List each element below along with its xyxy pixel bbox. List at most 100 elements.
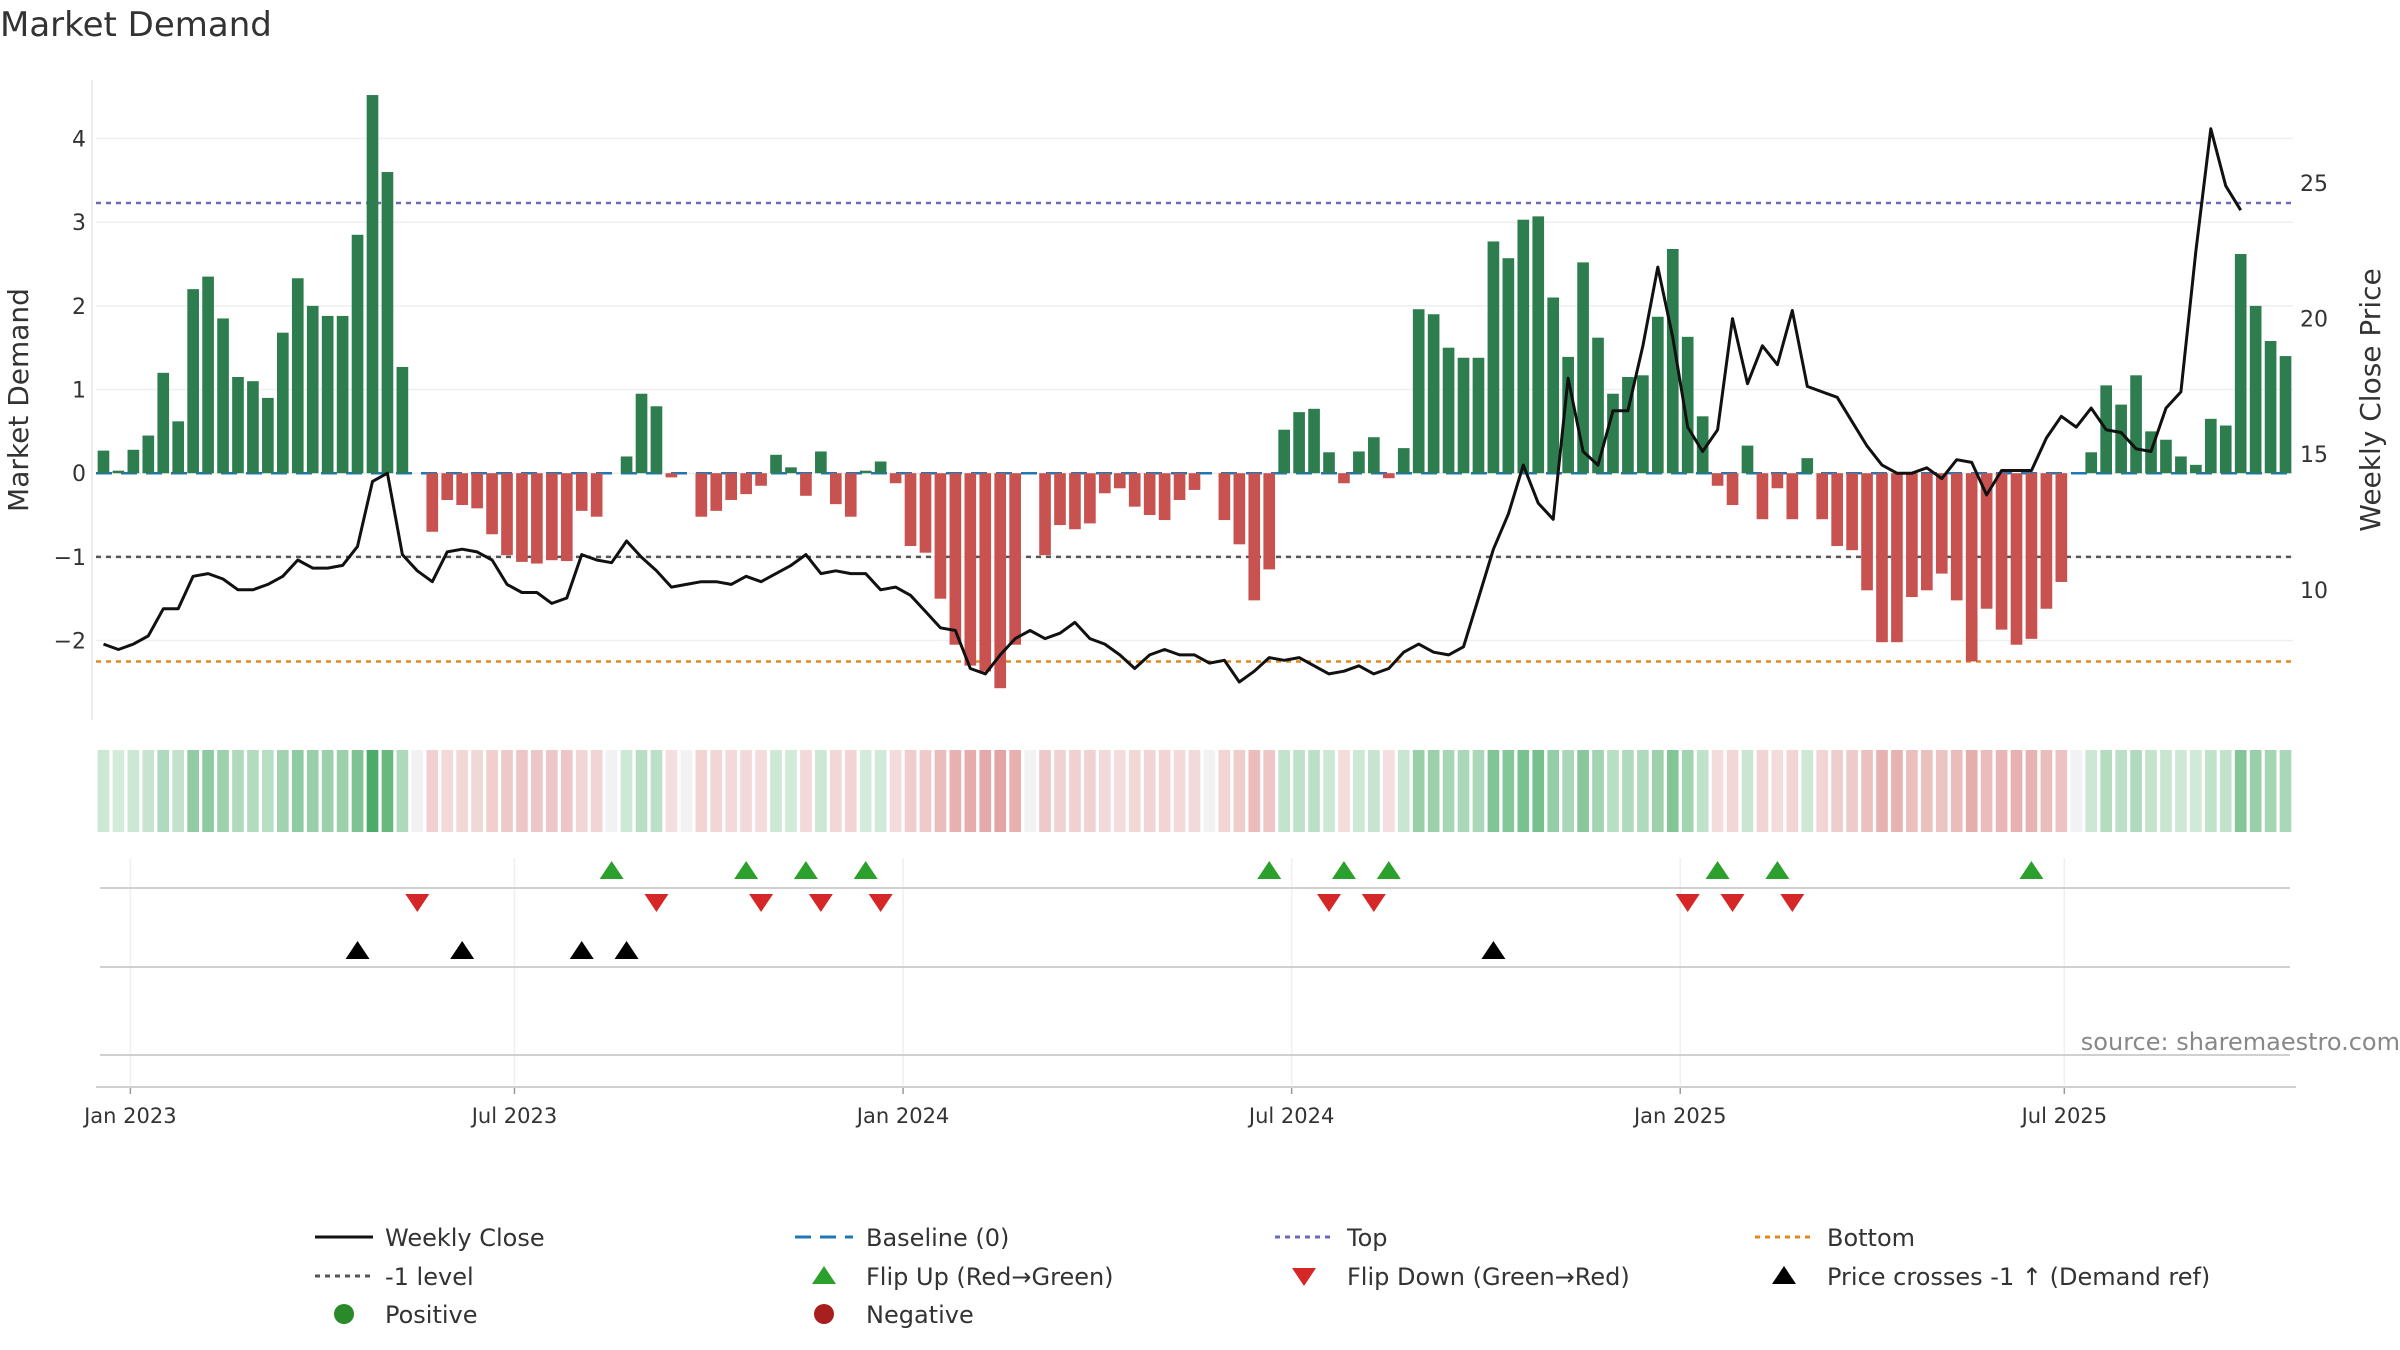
demand-bar [1980, 473, 1993, 609]
price-cross-marker [614, 941, 639, 959]
demand-bar [1666, 248, 1679, 474]
demand-bar [1861, 473, 1873, 591]
heat-cell [501, 750, 513, 832]
demand-bar [665, 473, 678, 478]
y2-tick-label: 25 [2300, 172, 2328, 197]
flip-down-marker [1361, 894, 1386, 912]
date-tick-label: Jan 2025 [1632, 1104, 1727, 1128]
heat-cell [770, 750, 782, 832]
heat-cell [635, 750, 648, 832]
heat-cell [1427, 750, 1440, 832]
heat-cell [1637, 750, 1649, 832]
demand-bar [1711, 473, 1724, 486]
heat-cell [740, 750, 752, 832]
flip-up-marker [1765, 861, 1790, 879]
heat-cell [1338, 750, 1350, 832]
heat-cell [1607, 750, 1619, 832]
heat-cell [1024, 750, 1036, 832]
demand-bar [2025, 473, 2038, 639]
demand-bar [2160, 439, 2172, 474]
flip-up-marker [1376, 861, 1401, 879]
flip-down-marker [1675, 894, 1700, 912]
date-tick-label: Jul 2024 [1247, 1104, 1334, 1128]
heat-cell [620, 750, 633, 832]
demand-bar [2204, 418, 2217, 474]
demand-bar [1128, 473, 1141, 507]
heat-cell [889, 750, 902, 832]
demand-bar [2010, 473, 2023, 645]
heat-cell [2100, 750, 2113, 832]
heat-cell [680, 750, 693, 832]
price-cross-marker [345, 941, 370, 959]
demand-bar [859, 470, 872, 474]
heat-cell [1786, 750, 1799, 832]
demand-bar [1442, 347, 1455, 474]
demand-bar [351, 234, 364, 474]
legend-price-cross-swatch [1772, 1266, 1796, 1284]
demand-bar [755, 473, 767, 486]
demand-bar [2040, 473, 2053, 609]
heat-cell [187, 750, 199, 832]
demand-bar [1248, 473, 1261, 601]
heat-cell [1771, 750, 1784, 832]
heat-cell [1965, 750, 1978, 832]
demand-bar [97, 450, 110, 474]
flip-up-marker [1257, 861, 1282, 879]
heat-cell [1382, 750, 1395, 832]
demand-bar [486, 473, 498, 535]
demand-bar [1054, 473, 1066, 526]
heat-cell [202, 750, 214, 832]
heat-cell [2249, 750, 2262, 832]
heat-cell [725, 750, 738, 832]
heat-cell [1816, 750, 1829, 832]
demand-bar [1935, 473, 1948, 574]
demand-bar [336, 315, 349, 474]
flip-up-marker [1331, 861, 1356, 879]
demand-bar [829, 473, 842, 505]
demand-bar [1726, 473, 1739, 505]
demand-bar [1622, 376, 1634, 474]
y-tick-label: −2 [54, 630, 86, 655]
demand-bar [2234, 254, 2247, 474]
y2-tick-label: 10 [2300, 579, 2328, 604]
heat-cell [2175, 750, 2187, 832]
heat-cell [1457, 750, 1470, 832]
heat-cell [919, 750, 932, 832]
legend-negative: Negative [866, 1301, 974, 1329]
heat-cell [964, 750, 977, 832]
heat-cell [2070, 750, 2083, 832]
demand-bar [456, 473, 468, 505]
legend-neg-level: -1 level [385, 1263, 474, 1291]
heat-cell [2204, 750, 2217, 832]
heat-cell [1263, 750, 1276, 832]
demand-bar [919, 473, 932, 553]
flip-up-marker [793, 861, 818, 879]
heat-cell [1950, 750, 1963, 832]
flip-down-marker [644, 894, 669, 912]
demand-bar [1577, 262, 1589, 474]
legend-flip-down-swatch [1292, 1268, 1316, 1286]
legend-positive-swatch [334, 1304, 354, 1324]
heat-cell [1412, 750, 1425, 832]
heat-cell [2145, 750, 2157, 832]
heat-cell [531, 750, 543, 832]
demand-bar [844, 473, 857, 517]
heat-cell [2264, 750, 2277, 832]
date-tick-label: Jan 2024 [855, 1104, 950, 1128]
heat-cell [815, 750, 827, 832]
weekly-close-line [102, 127, 2242, 684]
legend-flip-down: Flip Down (Green→Red) [1347, 1263, 1630, 1291]
heat-cell [2115, 750, 2127, 832]
demand-bar [187, 289, 199, 474]
demand-bar [1637, 375, 1649, 474]
flip-up-marker [1705, 861, 1730, 879]
demand-bar [1876, 473, 1888, 643]
heat-cell [2010, 750, 2023, 832]
heat-cell [695, 750, 708, 832]
date-axis: Jan 2023 Jul 2023 Jan 2024 Jul 2024 Jan 2025… [82, 1086, 2296, 1128]
demand-bar [366, 95, 379, 474]
heat-cell [321, 750, 334, 832]
demand-bar [1846, 473, 1858, 551]
demand-bar [725, 473, 738, 500]
demand-bar [1771, 473, 1784, 489]
